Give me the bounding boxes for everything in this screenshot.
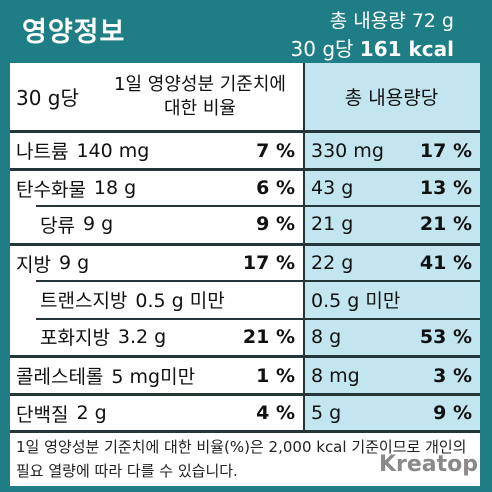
per-serving-cell: 당류 9 g 9 % (10, 205, 305, 243)
daily-percent: 4 % (256, 402, 295, 424)
nutrient-name: 트랜스지방 (40, 289, 128, 312)
header-daily: 1일 영양성분 기준치에 대한 비율 (114, 73, 286, 119)
total-cell: 8 mg 3 % (305, 358, 480, 393)
table-header: 30 g당 1일 영양성분 기준치에 대한 비율 총 내용량당 (10, 63, 480, 130)
total-cell: 43 g 13 % (305, 170, 480, 206)
row-divider (36, 317, 480, 320)
amount: 9 g (82, 213, 114, 235)
total-cell: 330 mg 17 % (305, 133, 480, 168)
amount: 140 mg (76, 139, 150, 162)
total-amount: 8 mg (311, 364, 360, 387)
per-serving-cell: 지방 9 g 17 % (10, 245, 305, 281)
calories: 161 kcal (359, 37, 454, 61)
per-serving: 30 g당 (290, 37, 354, 61)
total-cell: 5 g 9 % (305, 395, 480, 431)
daily-percent: 17 % (242, 252, 295, 274)
amount: 18 g (93, 177, 137, 199)
nutrient-row: 콜레스테롤 5 mg미만 1 % 8 mg 3 % (10, 355, 480, 393)
nutrient-row: 트랜스지방 0.5 g 미만 0.5 g 미만 (10, 280, 480, 318)
per-serving-cell: 탄수화물 18 g 6 % (10, 170, 305, 206)
nutrient-row: 포화지방 3.2 g 21 % 8 g 53 % (10, 317, 480, 356)
footnote: 1일 영양성분 기준치에 대한 비율(%)은 2,000 kcal 기준이므로 … (10, 430, 480, 486)
nutrient-row: 단백질 2 g 4 % 5 g 9 % (10, 392, 480, 431)
daily-percent: 6 % (256, 177, 295, 199)
nutrition-table: 30 g당 1일 영양성분 기준치에 대한 비율 총 내용량당 나트륨 140 m… (10, 63, 480, 431)
header-cell: 총 내용량당 (305, 63, 480, 130)
title: 영양정보 (22, 17, 126, 48)
nutrient-name: 지방 (16, 253, 51, 276)
per-serving-cell: 단백질 2 g 4 % (10, 395, 305, 431)
nutrient-row: 지방 9 g 17 % 22 g 41 % (10, 242, 480, 281)
total-percent: 21 % (419, 213, 472, 235)
total-percent: 9 % (433, 402, 472, 424)
total-amount: 330 mg (311, 139, 384, 162)
header-total: 총 내용량당 (344, 87, 439, 109)
nutrient-name: 당류 (40, 214, 75, 237)
amount: 3.2 g (117, 325, 167, 348)
daily-percent: 7 % (256, 139, 295, 162)
total-amount: 22 g (311, 252, 354, 274)
total-percent: 17 % (419, 139, 472, 162)
nutrient-row: 당류 9 g 9 % 21 g 21 % (10, 205, 480, 243)
watermark: Kreatop (378, 452, 478, 477)
total-cell: 0.5 g 미만 (305, 280, 480, 318)
amount: 5 mg미만 (111, 366, 196, 388)
net-content: 총 내용량 72 g (329, 10, 454, 32)
total-amount: 8 g (311, 325, 342, 348)
total-percent: 13 % (419, 177, 472, 199)
row-divider (36, 205, 480, 207)
row-divider (36, 280, 480, 282)
nutrient-row: 탄수화물 18 g 6 % 43 g 13 % (10, 167, 480, 206)
daily-percent: 9 % (256, 213, 295, 235)
header-cell: 30 g당 1일 영양성분 기준치에 대한 비율 (10, 63, 305, 130)
total-amount: 5 g (311, 402, 342, 424)
total-amount: 0.5 g 미만 (311, 289, 401, 312)
nutrient-name: 콜레스테롤 (16, 366, 104, 388)
total-percent: 41 % (419, 252, 472, 274)
per-serving-cell: 포화지방 3.2 g 21 % (10, 317, 305, 356)
nutrient-name: 포화지방 (40, 327, 110, 349)
nutrient-name: 탄수화물 (16, 178, 86, 201)
daily-percent: 21 % (242, 325, 295, 348)
amount: 9 g (58, 252, 90, 274)
amount: 2 g (76, 402, 107, 424)
header: 영양정보 총 내용량 72 g 30 g당 161 kcal (0, 0, 492, 63)
amount: 0.5 g 미만 (135, 289, 225, 312)
total-amount: 43 g (311, 177, 354, 199)
nutrient-name: 나트륨 (16, 141, 69, 163)
total-percent: 53 % (419, 325, 472, 348)
per-serving-cell: 나트륨 140 mg 7 % (10, 133, 305, 168)
total-amount: 21 g (311, 213, 354, 235)
calories-line: 30 g당 161 kcal (291, 33, 454, 62)
per-serving-cell: 콜레스테롤 5 mg미만 1 % (10, 358, 305, 393)
total-cell: 8 g 53 % (305, 317, 480, 356)
nutrient-name: 단백질 (16, 403, 69, 426)
per-serving-cell: 트랜스지방 0.5 g 미만 (10, 280, 305, 318)
nutrient-row: 나트륨 140 mg 7 % 330 mg 17 % (10, 130, 480, 168)
total-cell: 22 g 41 % (305, 245, 480, 281)
total-cell: 21 g 21 % (305, 205, 480, 243)
daily-percent: 1 % (256, 364, 295, 387)
header-serving: 30 g당 (16, 86, 79, 110)
total-percent: 3 % (433, 364, 472, 387)
